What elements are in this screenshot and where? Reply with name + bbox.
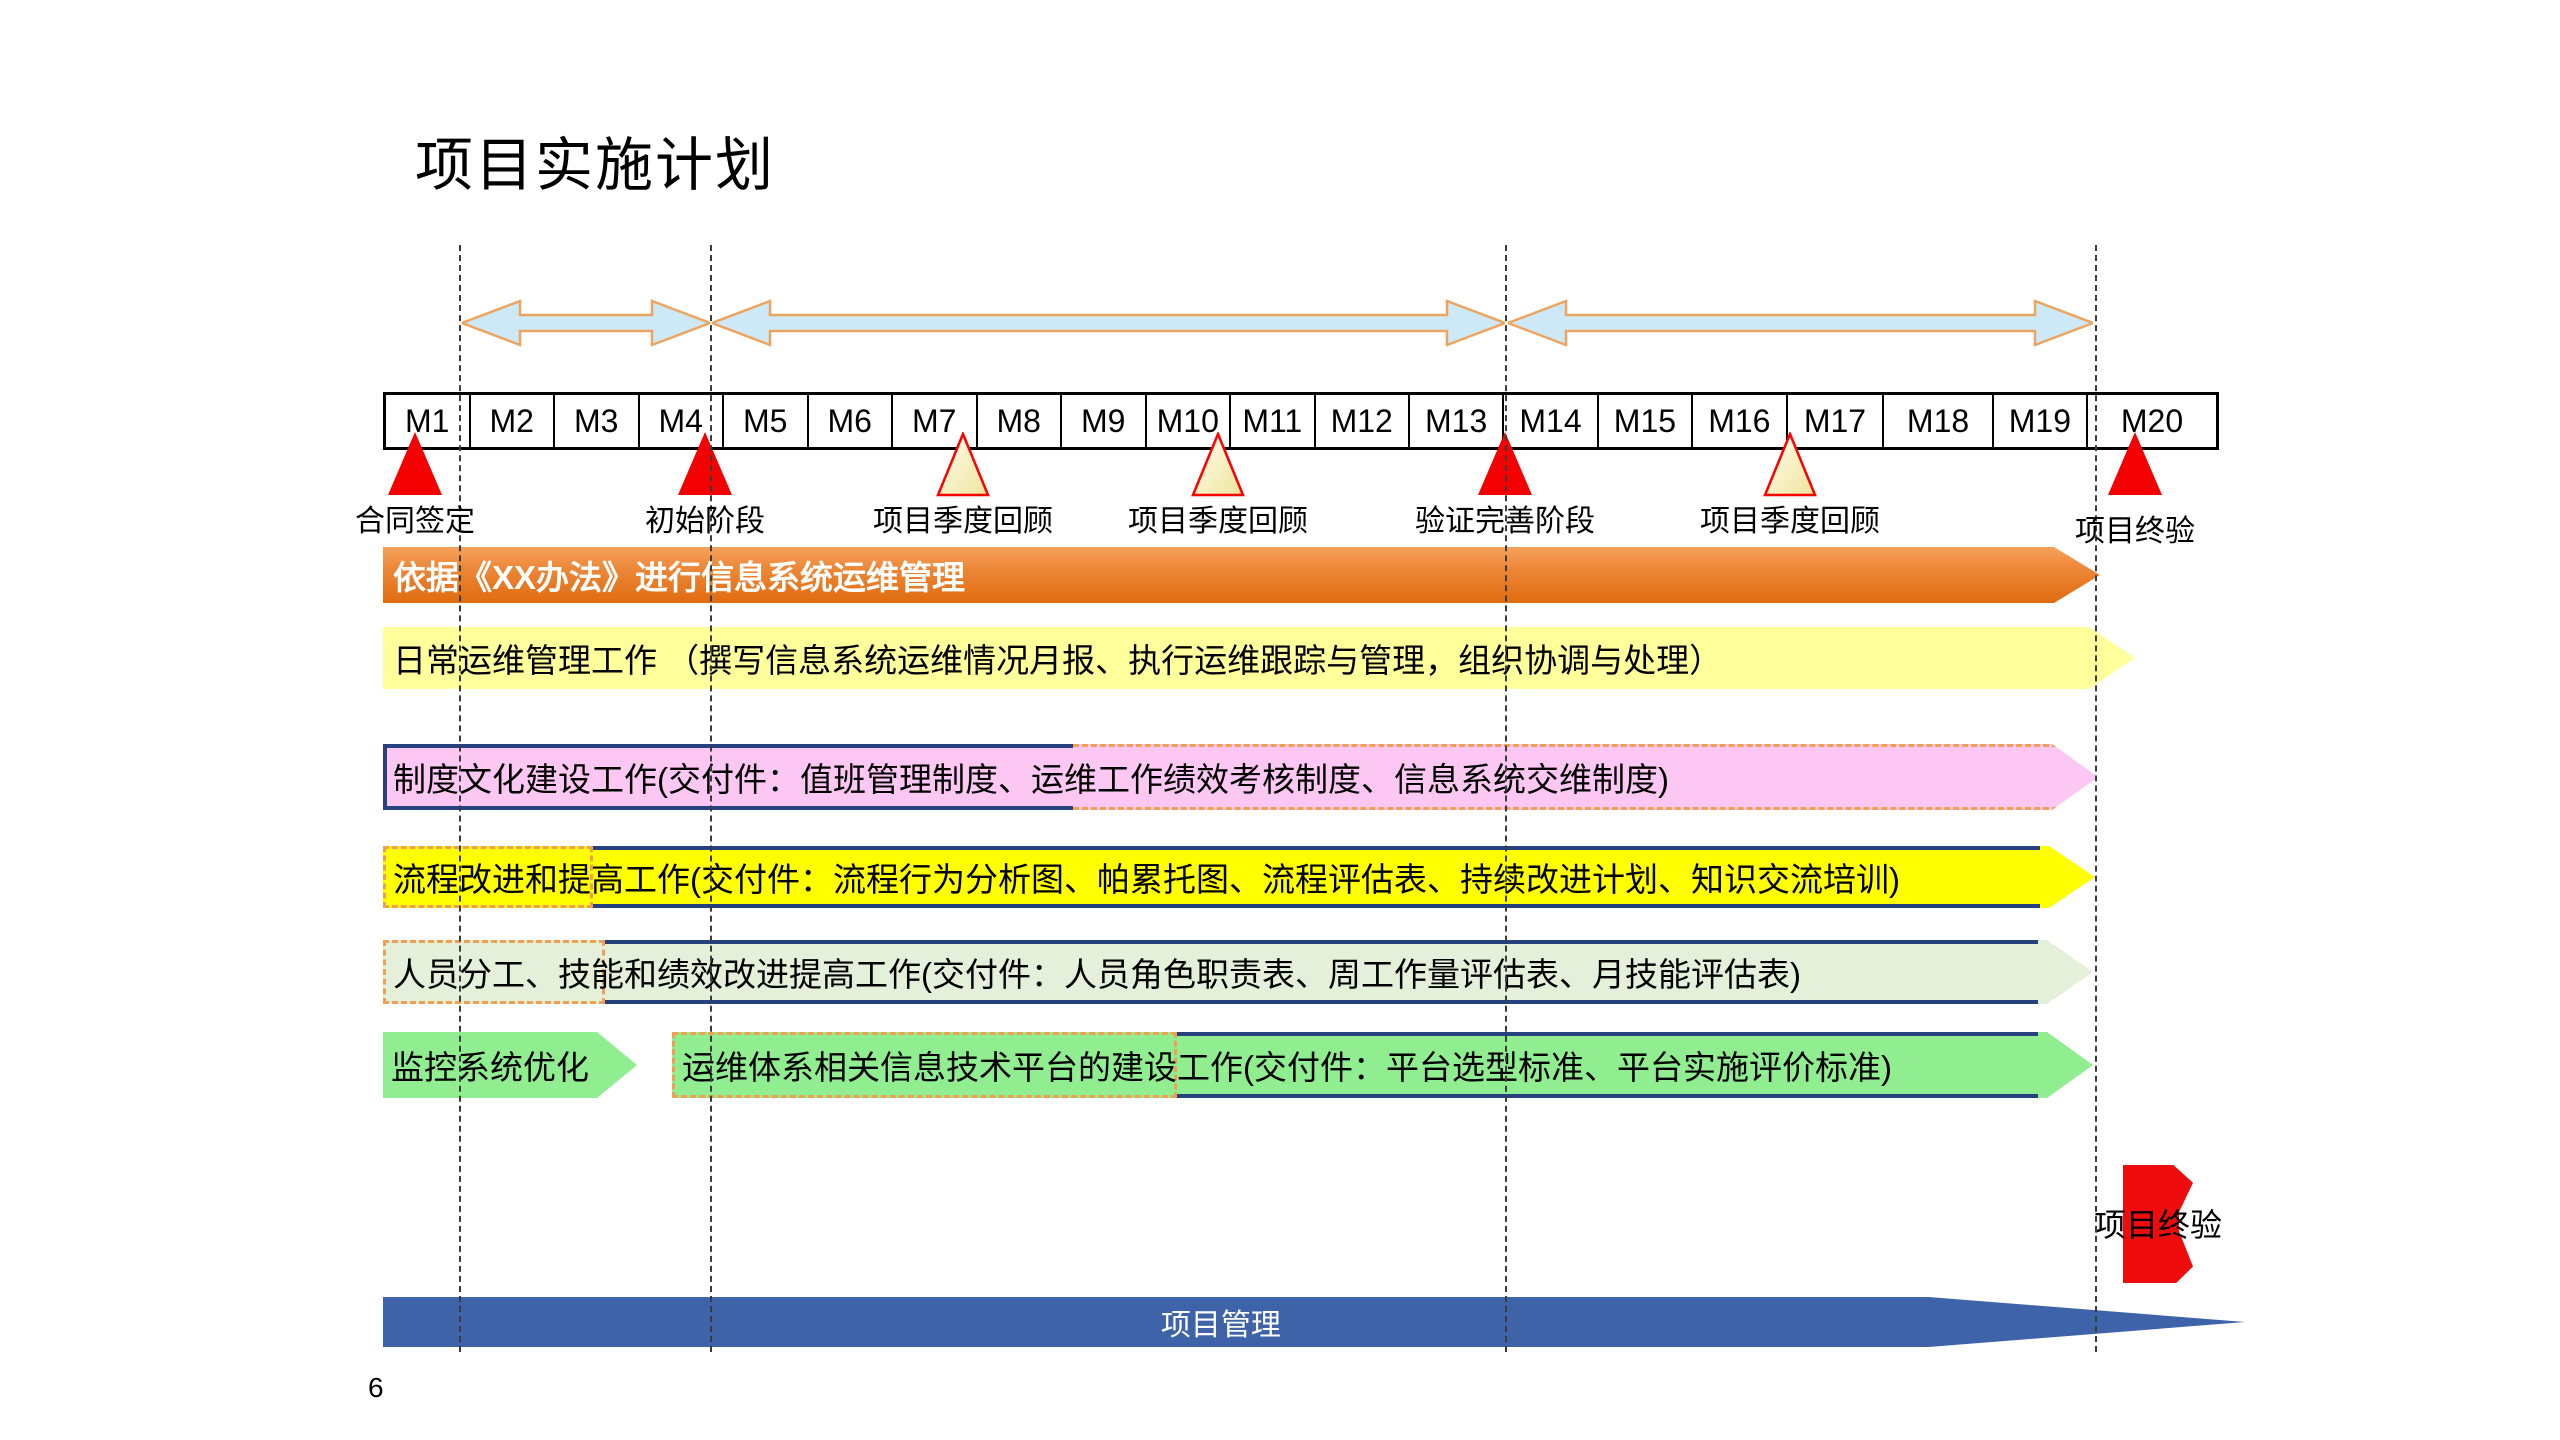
- bar-daily-label: 日常运维管理工作 （撰写信息系统运维情况月报、执行运维跟踪与管理，组织协调与处理…: [393, 642, 1723, 679]
- milestone-label: 初始阶段: [645, 505, 765, 538]
- milestone-label: 项目终验: [2075, 515, 2195, 548]
- timeline-cell-m7: M7: [891, 395, 976, 447]
- dashed-guideline: [710, 245, 712, 1352]
- timeline-cell-m2: M2: [468, 395, 554, 447]
- timeline-cell-m12: M12: [1313, 395, 1408, 447]
- bar-staff-label: 人员分工、技能和绩效改进提高工作(交付件：人员角色职责表、周工作量评估表、月技能…: [393, 956, 1801, 993]
- quarter-review-triangle-icon: [1191, 432, 1245, 497]
- timeline-cell-m9: M9: [1060, 395, 1145, 447]
- dashed-guideline: [459, 245, 461, 1352]
- bar-staff: 人员分工、技能和绩效改进提高工作(交付件：人员角色职责表、周工作量评估表、月技能…: [383, 940, 2093, 1004]
- phase-span-arrow-icon: [462, 299, 710, 347]
- bar-process-label: 流程改进和提高工作(交付件：流程行为分析图、帕累托图、流程评估表、持续改进计划、…: [393, 861, 1900, 898]
- bar-project-management-label: 项目管理: [1160, 1309, 1281, 1342]
- page-number: 6: [368, 1372, 384, 1403]
- timeline-cell-m16: M16: [1691, 395, 1785, 447]
- milestone-red-triangle-icon: [678, 432, 732, 495]
- milestone-red-triangle-icon: [2108, 432, 2162, 495]
- timeline-cell-m6: M6: [806, 395, 892, 447]
- dashed-guideline: [2095, 245, 2097, 1352]
- milestone-label: 验证完善阶段: [1415, 505, 1595, 538]
- timeline-cell-m5: M5: [722, 395, 807, 447]
- bar-process: 流程改进和提高工作(交付件：流程行为分析图、帕累托图、流程评估表、持续改进计划、…: [383, 846, 2095, 908]
- bar-culture-label: 制度文化建设工作(交付件：值班管理制度、运维工作绩效考核制度、信息系统交维制度): [393, 761, 1669, 798]
- bar-platform-label: 运维体系相关信息技术平台的建设工作(交付件：平台选型标准、平台实施评价标准): [682, 1049, 1892, 1086]
- timeline-cell-m19: M19: [1991, 395, 2086, 447]
- arrow-monitor-label: 监控系统优化: [391, 1049, 589, 1086]
- phase-span-arrow-icon: [712, 299, 1505, 347]
- timeline-row: M1 M2 M3 M4 M5 M6 M7 M8 M9 M10 M11 M12 M13 M14 M15 M16 M…: [383, 392, 2219, 450]
- bar-policy-label: 依据《XX办法》进行信息系统运维管理: [393, 559, 966, 596]
- phase-span-arrow-icon: [1508, 299, 2093, 347]
- dashed-guideline: [1505, 245, 1507, 1352]
- bar-project-management: 项目管理: [383, 1297, 2245, 1347]
- milestone-label: 项目季度回顾: [873, 505, 1053, 538]
- final-acceptance-label: 项目终验: [2093, 1207, 2222, 1243]
- milestone-label: 项目季度回顾: [1128, 505, 1308, 538]
- quarter-review-triangle-icon: [1763, 432, 1817, 497]
- timeline-cell-m8: M8: [975, 395, 1061, 447]
- timeline-cell-m3: M3: [553, 395, 638, 447]
- timeline-cell-m15: M15: [1596, 395, 1691, 447]
- bar-policy: 依据《XX办法》进行信息系统运维管理: [383, 547, 2100, 603]
- timeline-cell-m18: M18: [1882, 395, 1991, 447]
- bar-daily: 日常运维管理工作 （撰写信息系统运维情况月报、执行运维跟踪与管理，组织协调与处理…: [383, 627, 2135, 689]
- bar-platform: 运维体系相关信息技术平台的建设工作(交付件：平台选型标准、平台实施评价标准): [672, 1032, 2093, 1098]
- timeline-cell-m13: M13: [1407, 395, 1502, 447]
- quarter-review-triangle-icon: [936, 432, 990, 497]
- timeline-cell-m10: M10: [1144, 395, 1230, 447]
- milestone-label: 合同签定: [355, 505, 475, 538]
- timeline-cell-m11: M11: [1229, 395, 1314, 447]
- timeline-cell-m17: M17: [1785, 395, 1883, 447]
- milestone-label: 项目季度回顾: [1700, 505, 1880, 538]
- milestone-red-triangle-icon: [388, 432, 442, 495]
- arrow-monitor: 监控系统优化: [383, 1032, 637, 1098]
- page-title: 项目实施计划: [415, 133, 776, 198]
- bar-culture: 制度文化建设工作(交付件：值班管理制度、运维工作绩效考核制度、信息系统交维制度): [383, 744, 2098, 810]
